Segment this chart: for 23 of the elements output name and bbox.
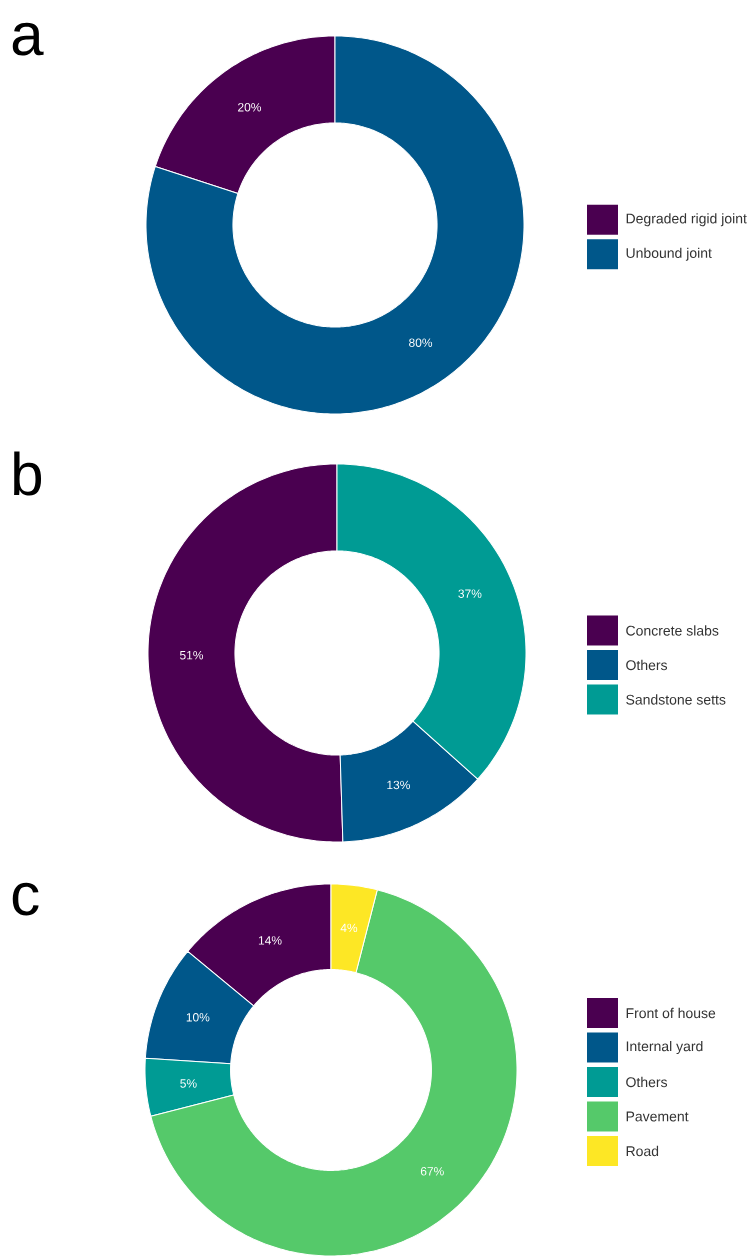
data-label: 10% — [186, 1013, 210, 1022]
data-label: 80% — [409, 338, 433, 347]
data-label: 20% — [238, 103, 262, 112]
legend-label: Others — [626, 659, 668, 671]
data-label: 51% — [179, 651, 204, 660]
chart-title: a — [12, 22, 44, 56]
data-label: 5% — [180, 1079, 197, 1088]
data-label: 37% — [458, 589, 482, 598]
legend-label: Road — [626, 1145, 659, 1157]
data-label: 4% — [340, 923, 358, 933]
legend-label: Sandstone setts — [626, 694, 726, 705]
chart-title: b — [14, 451, 42, 496]
legend-label: Degraded rigid joint — [626, 213, 747, 227]
data-label: 14% — [258, 936, 282, 945]
data-label: 13% — [387, 780, 410, 790]
legend-label: Front of house — [626, 1007, 716, 1019]
legend-label: Others — [626, 1076, 668, 1088]
legend-label: Pavement — [626, 1111, 689, 1122]
legend-label: Unbound joint — [626, 247, 712, 261]
data-label: 67% — [420, 1167, 444, 1176]
chart-title: c — [12, 882, 39, 916]
legend-label: Concrete slabs — [626, 625, 719, 636]
legend-label: Internal yard — [626, 1040, 703, 1055]
